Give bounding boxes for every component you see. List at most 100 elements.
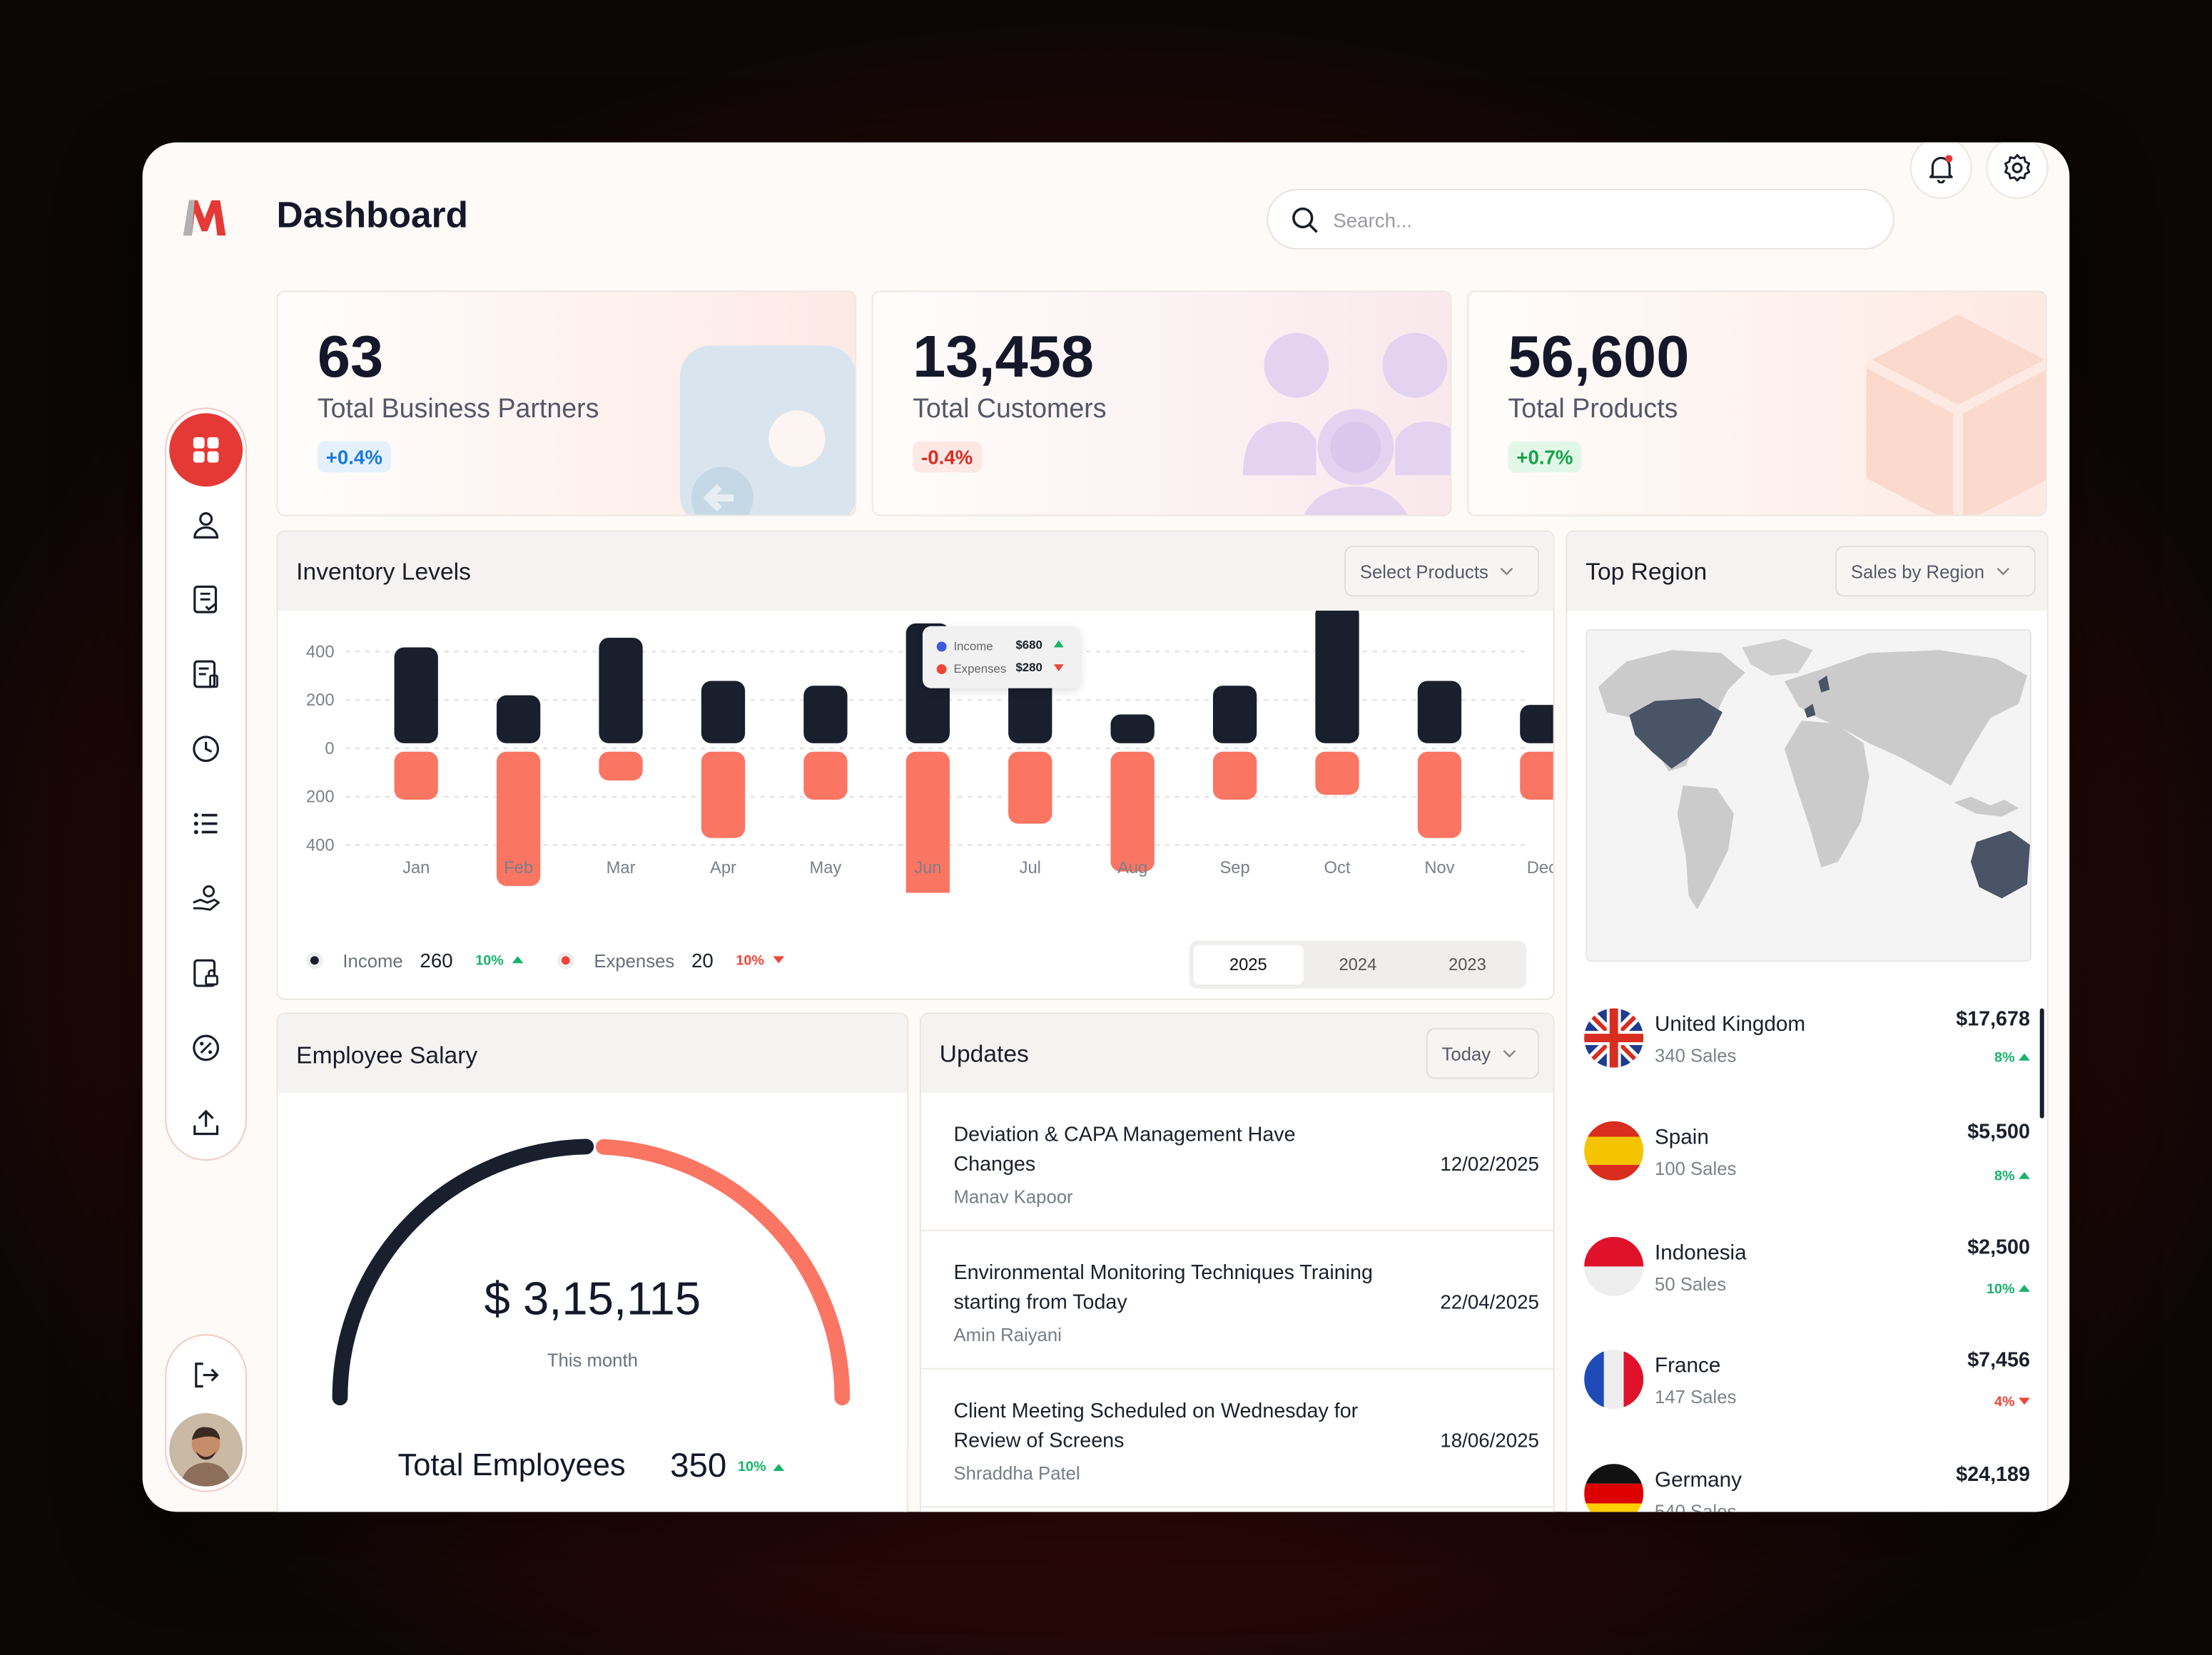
year-tab-2023[interactable]: 2023 — [1449, 954, 1486, 975]
x-tick-label: Sep — [1219, 859, 1249, 877]
sidebar-item-documents[interactable] — [175, 942, 237, 1004]
chart-tooltip: Income $680 Expenses $280 — [922, 626, 1081, 688]
year-tab-2024[interactable]: 2024 — [1339, 954, 1377, 975]
triangle-up-icon — [773, 1463, 785, 1471]
bell-icon — [1929, 155, 1953, 184]
region-item-spain[interactable]: Spain 100 Sales $5,500 8% — [1584, 1121, 2030, 1220]
sidebar-item-upload[interactable] — [175, 1091, 237, 1154]
triangle-up-icon — [2019, 1285, 2030, 1292]
update-item[interactable]: Environmental Monitoring Techniques Trai… — [920, 1231, 1553, 1370]
triangle-up-icon — [2019, 1171, 2030, 1179]
sidebar-item-tasks[interactable] — [175, 569, 237, 631]
legend-expenses-change: 10% — [736, 952, 764, 969]
user-icon — [193, 512, 219, 539]
region-name: United Kingdom — [1655, 1012, 1806, 1037]
employees-change-value: 10% — [737, 1460, 766, 1475]
region-amount: $5,500 — [1967, 1121, 2030, 1144]
employee-salary-panel: Employee Salary $ 3,15,115 This month To… — [276, 1012, 909, 1512]
update-date: 22/04/2025 — [1440, 1290, 1539, 1313]
update-item[interactable]: Client Meeting Scheduled on Wednesday fo… — [920, 1370, 1553, 1508]
stat-label: Total Business Partners — [317, 394, 599, 425]
secure-doc-icon — [193, 959, 218, 987]
y-tick-label: 400 — [306, 643, 335, 661]
sidebar-item-users[interactable] — [175, 494, 237, 556]
settings-button[interactable] — [1986, 142, 2049, 199]
stat-value: 63 — [317, 322, 384, 389]
sidebar-item-discounts[interactable] — [175, 1017, 237, 1079]
x-tick-label: Apr — [710, 859, 736, 877]
income-bar — [1008, 671, 1052, 743]
notification-button[interactable] — [1909, 142, 1972, 199]
x-tick-label: May — [809, 859, 841, 877]
expenses-bar — [701, 751, 746, 838]
dropdown-label: Sales by Region — [1850, 560, 1984, 582]
update-date: 18/06/2025 — [1440, 1428, 1539, 1452]
region-item-uk[interactable]: United Kingdom 340 Sales $17,678 8% — [1584, 1008, 2030, 1107]
expenses-bar — [1315, 751, 1359, 795]
update-item[interactable]: Deviation & CAPA Management Have Changes… — [920, 1093, 1553, 1231]
stat-change-badge: +0.7% — [1508, 441, 1582, 473]
expenses-bar — [496, 751, 541, 886]
y-tick-label: 400 — [306, 837, 335, 855]
stat-change-badge: -0.4% — [913, 441, 982, 473]
app-window: Dashboard Search... 63 Total Business Pa… — [142, 142, 2070, 1512]
region-name: Germany — [1655, 1468, 1742, 1492]
sidebar-item-dashboard[interactable] — [169, 413, 243, 487]
sidebar-item-list[interactable] — [175, 793, 237, 855]
region-item-germany[interactable]: Germany 540 Sales $24,189 — [1584, 1464, 2030, 1512]
legend-expenses-label: Expenses — [594, 949, 675, 972]
update-title: Environmental Monitoring Techniques Trai… — [953, 1262, 1373, 1315]
region-item-indonesia[interactable]: Indonesia 50 Sales $2,500 10% — [1584, 1236, 2030, 1335]
income-bar — [496, 695, 541, 743]
legend-income-value: 260 — [420, 949, 453, 972]
panel-header — [278, 1014, 908, 1094]
region-amount: $17,678 — [1956, 1008, 2030, 1032]
tooltip-income-value: $680 — [1015, 637, 1042, 652]
income-dot-icon — [936, 641, 947, 651]
expenses-bar — [1520, 751, 1553, 800]
update-author: Shraddha Patel — [953, 1462, 1080, 1484]
dropdown-label: Today — [1441, 1042, 1491, 1064]
expenses-bar — [905, 751, 950, 893]
update-author: Amin Raiyani — [953, 1324, 1062, 1346]
select-products-dropdown[interactable]: Select Products — [1344, 546, 1539, 597]
triangle-down-icon — [772, 956, 784, 964]
gauge-arc-filled — [332, 1139, 594, 1406]
year-selector: 2025 2024 2023 — [1189, 940, 1527, 989]
today-dropdown[interactable]: Today — [1426, 1028, 1539, 1079]
income-bar — [394, 647, 438, 743]
region-name: Indonesia — [1655, 1241, 1747, 1266]
expenses-bar — [1110, 751, 1155, 872]
germany-flag-icon — [1584, 1464, 1644, 1512]
logout-button[interactable] — [175, 1344, 237, 1406]
x-tick-label: Nov — [1424, 859, 1454, 877]
world-map — [1586, 628, 2031, 962]
customers-illustration-icon — [1242, 332, 1451, 515]
scrollbar[interactable] — [2039, 1008, 2044, 1119]
salary-amount: $ 3,15,115 — [484, 1272, 701, 1325]
sidebar-item-reports[interactable] — [175, 643, 237, 706]
income-bar — [1110, 714, 1155, 743]
employees-value: 350 — [670, 1447, 727, 1485]
income-bar — [1417, 681, 1462, 743]
avatar[interactable] — [169, 1412, 243, 1487]
expenses-bar — [1008, 751, 1052, 824]
legend-income-change: 10% — [475, 952, 504, 969]
inventory-chart: 400 200 0 200 400 Jan Feb Mar Apr May Jun Jul Aug Sep… — [306, 611, 1553, 893]
updates-panel: Updates Today Deviation & CAPA Managemen… — [920, 1012, 1555, 1512]
y-tick-label: 200 — [306, 691, 335, 710]
sales-by-region-dropdown[interactable]: Sales by Region — [1835, 546, 2036, 597]
sidebar-item-partners[interactable] — [175, 867, 237, 930]
search-placeholder: Search... — [1333, 208, 1413, 231]
y-tick-label: 200 — [306, 788, 335, 807]
income-bar — [701, 681, 746, 743]
region-item-france[interactable]: France 147 Sales $7,456 4% — [1584, 1349, 2030, 1448]
world-map-graphic — [1598, 638, 2030, 910]
expenses-bar — [394, 751, 438, 800]
year-tab-2025[interactable]: 2025 — [1193, 944, 1304, 984]
tooltip-expenses-value: $280 — [1015, 660, 1042, 675]
search-input[interactable]: Search... — [1267, 188, 1895, 250]
update-title: Client Meeting Scheduled on Wednesday fo… — [953, 1400, 1359, 1453]
expenses-dot-icon — [936, 663, 947, 674]
sidebar-item-history[interactable] — [175, 718, 237, 780]
